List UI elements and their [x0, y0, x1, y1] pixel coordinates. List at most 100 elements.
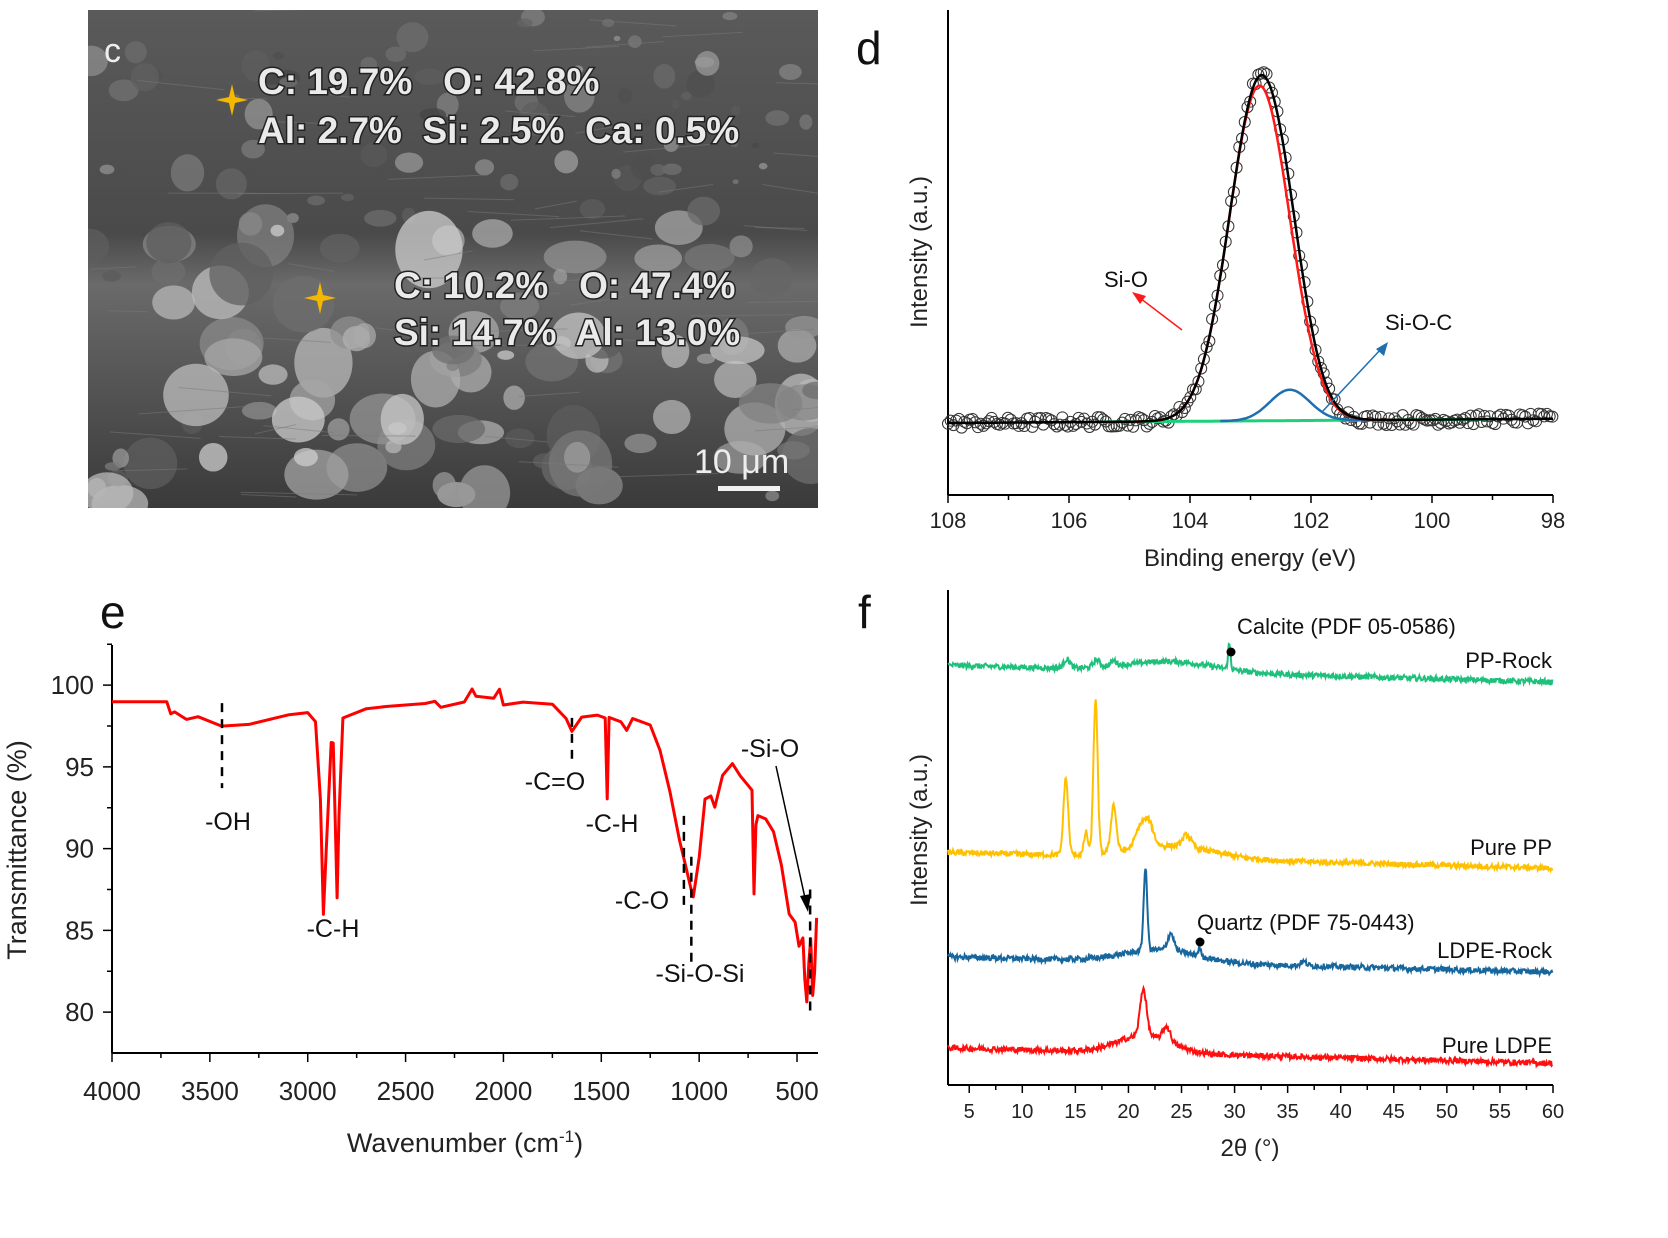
- x-tick-label: 50: [1436, 1101, 1458, 1123]
- sem-streak: [606, 472, 719, 478]
- y-axis-title: Intensity (a.u.): [906, 754, 933, 906]
- arrowhead-icon: [800, 894, 811, 912]
- sem-particle: [611, 168, 621, 179]
- y-tick-label: 100: [51, 670, 94, 700]
- annotation-label: -C-H: [586, 810, 639, 838]
- sem-particle: [198, 442, 228, 472]
- x-tick-label: 1500: [572, 1076, 630, 1106]
- data-point: [1184, 391, 1197, 404]
- x-tick-label: 60: [1542, 1101, 1564, 1123]
- sem-particle: [687, 196, 721, 226]
- sem-streak: [254, 424, 297, 435]
- sem-streak: [747, 300, 818, 303]
- sem-streak: [588, 19, 677, 27]
- sem-particle: [661, 334, 690, 369]
- si-o-arrow: [1139, 297, 1183, 331]
- sem-streak: [137, 405, 254, 415]
- data-point: [1374, 410, 1387, 423]
- si-o-arrow: [775, 765, 806, 899]
- sem-particle: [729, 235, 753, 258]
- xrd-series-line: [947, 642, 1554, 688]
- sem-particle: [395, 210, 463, 289]
- sem-particle: [658, 272, 671, 280]
- sem-particle: [319, 233, 360, 263]
- sem-streak: [259, 120, 328, 125]
- sem-particle: [258, 364, 288, 385]
- sem-particle: [579, 199, 606, 219]
- sem-particle: [88, 45, 108, 77]
- sem-streak: [254, 336, 332, 343]
- sem-particle: [151, 258, 186, 285]
- data-point: [1546, 410, 1559, 423]
- x-tick-label: 3000: [279, 1076, 337, 1106]
- sem-particle: [738, 383, 803, 424]
- sem-particle: [432, 414, 486, 444]
- x-axis-title: Wavenumber (cm-1): [347, 1127, 583, 1158]
- sem-particle: [779, 63, 802, 80]
- series-label: LDPE-Rock: [1437, 938, 1553, 963]
- sem-particle: [551, 312, 606, 359]
- x-axis-title-main: Wavenumber (cm: [347, 1128, 559, 1158]
- sem-particle: [414, 68, 445, 85]
- cross-marker-icon: [216, 84, 248, 116]
- x-tick-label: 102: [1293, 508, 1330, 533]
- annotation-si-o: Si-O: [1104, 267, 1148, 292]
- sem-particle: [709, 336, 765, 365]
- data-point: [1178, 401, 1191, 414]
- x-tick-label: 106: [1051, 508, 1088, 533]
- sem-streak: [518, 461, 619, 468]
- sem-streak: [375, 327, 420, 334]
- data-point: [1080, 417, 1093, 430]
- sem-particle: [624, 433, 657, 454]
- xps-chart: d Intensity (a.u.) Binding energy (eV) 1…: [856, 10, 1565, 572]
- sem-particle: [152, 285, 196, 320]
- calcite-marker-icon: [1226, 647, 1236, 657]
- sem-particle: [327, 418, 350, 441]
- sem-particle: [681, 92, 692, 101]
- point-marker-2: [304, 282, 336, 314]
- sem-particle: [543, 240, 607, 274]
- sem-particle: [602, 18, 615, 28]
- sem-particle: [802, 381, 818, 399]
- sem-particle: [209, 242, 274, 306]
- sem-streak: [307, 91, 351, 98]
- sem-streak: [240, 491, 358, 496]
- scale-bar: [718, 486, 780, 491]
- sem-streak: [776, 82, 818, 85]
- x-tick-label: 35: [1277, 1101, 1299, 1123]
- sem-particle: [419, 108, 447, 122]
- sem-particle: [758, 162, 768, 170]
- arrowhead-icon: [1132, 292, 1146, 304]
- quartz-marker-icon: [1195, 937, 1205, 947]
- sem-streak: [109, 431, 201, 439]
- si-o-c-fit-line: [1220, 388, 1372, 423]
- sem-particle: [652, 399, 691, 434]
- sem-particle: [613, 35, 621, 42]
- sem-particle: [270, 224, 285, 237]
- annotation-label: -Si-O-Si: [656, 960, 745, 988]
- sem-particle: [650, 163, 666, 176]
- sem-particle: [630, 155, 658, 181]
- y-tick-label: 95: [65, 752, 94, 782]
- sem-particle: [641, 118, 652, 126]
- x-tick-label: 2000: [475, 1076, 533, 1106]
- sem-particle: [163, 363, 229, 427]
- sem-particle: [653, 63, 676, 89]
- envelope-fit-line: [948, 73, 1553, 425]
- sem-particle: [204, 338, 263, 377]
- sem-particle: [695, 51, 720, 76]
- eds-point-1-line-1: C: 19.7% O: 42.8%: [258, 61, 599, 102]
- data-point: [1257, 66, 1270, 79]
- sem-streak: [253, 10, 303, 12]
- sem-streak: [241, 494, 297, 498]
- series-label: PP-Rock: [1465, 648, 1553, 673]
- sem-streak: [623, 143, 717, 153]
- sem-streak: [178, 386, 272, 397]
- x-axis-title: 2θ (°): [1221, 1135, 1280, 1162]
- sem-particle: [765, 110, 790, 126]
- x-tick-label: 2500: [377, 1076, 435, 1106]
- x-tick-label: 108: [930, 508, 967, 533]
- sem-particle: [273, 51, 285, 60]
- sem-particle: [241, 139, 265, 159]
- x-tick-label: 104: [1172, 508, 1209, 533]
